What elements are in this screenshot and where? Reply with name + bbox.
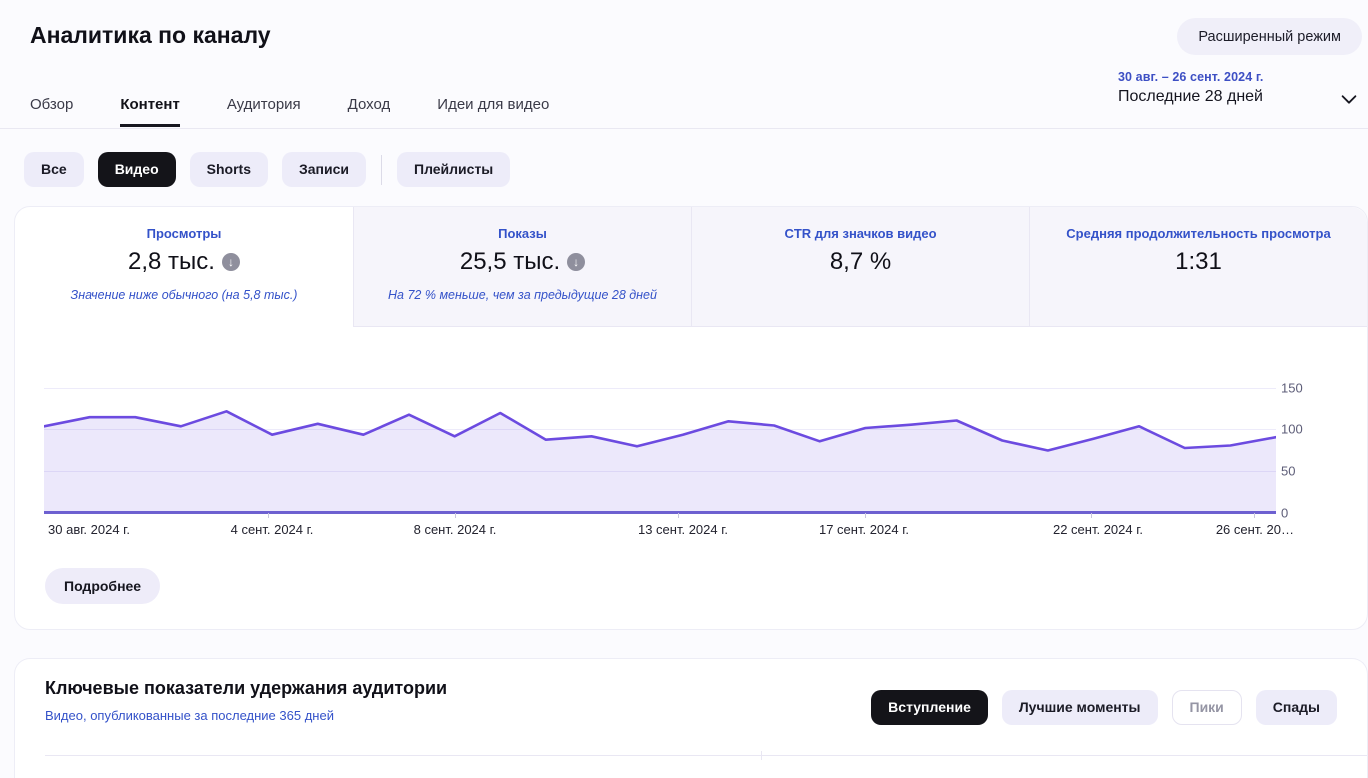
tab-revenue[interactable]: Доход [347,96,391,113]
y-tick-0: 0 [1281,505,1289,521]
x-tick-label: 26 сент. 20… [1215,522,1294,537]
chip-video[interactable]: Видео [97,152,176,187]
retention-title: Ключевые показатели удержания аудитории [45,678,448,698]
metric-card-views[interactable]: Просмотры 2,8 тыс. ↓ Значение ниже обычно… [15,207,353,327]
y-tick-150: 150 [1281,380,1303,396]
segment-dips-button[interactable]: Спады [1255,690,1337,725]
tab-overview[interactable]: Обзор [30,96,74,113]
metric-note: На 72 % меньше, чем за предыдущие 28 дне… [388,288,657,302]
x-tick-label: 17 сент. 2024 г. [818,522,910,537]
analytics-card: Просмотры 2,8 тыс. ↓ Значение ниже обычно… [14,206,1368,630]
y-tick-50: 50 [1281,463,1296,479]
x-tick-mark [455,513,456,518]
x-axis-line [44,511,1276,514]
gridline-100 [44,429,1276,430]
chip-shorts[interactable]: Shorts [189,152,268,187]
metric-label: Средняя продолжительность просмотра [1066,226,1331,241]
tab-audience[interactable]: Аудитория [226,96,301,113]
retention-table-divider [45,755,1367,756]
metric-value: 8,7 % [829,248,892,275]
views-line-chart: 150 100 50 0 [15,341,1367,521]
x-tick-label: 13 сент. 2024 г. [637,522,729,537]
metric-card-impressions[interactable]: Показы 25,5 тыс. ↓ На 72 % меньше, чем за… [353,207,691,327]
metric-value: 1:31 [1175,248,1222,275]
segment-spikes-button[interactable]: Пики [1171,690,1242,725]
retention-table-column-divider [761,751,762,760]
metric-card-ctr[interactable]: CTR для значков видео 8,7 % [691,207,1029,327]
analytics-tabs: Обзор Контент Аудитория Доход Идеи для в… [30,96,549,127]
metric-cards: Просмотры 2,8 тыс. ↓ Значение ниже обычно… [15,207,1367,327]
retention-segment-buttons: Вступление Лучшие моменты Пики Спады [871,690,1337,725]
content-type-filter: Все Видео Shorts Записи Плейлисты [24,152,511,187]
metric-note: Значение ниже обычного (на 5,8 тыс.) [70,288,298,302]
x-tick-label: 4 сент. 2024 г. [230,522,314,537]
chip-live[interactable]: Записи [281,152,366,187]
area-fill [44,411,1276,513]
x-tick-mark [865,513,866,518]
gridline-150 [44,388,1276,389]
retention-subtitle: Видео, опубликованные за последние 365 д… [45,708,334,723]
header-divider [0,128,1368,129]
chart-x-axis: 30 авг. 2024 г. 4 сент. 2024 г. 8 сент. … [15,513,1367,543]
retention-card: Ключевые показатели удержания аудитории … [14,658,1368,778]
down-arrow-circle-icon: ↓ [221,253,240,271]
tab-video-ideas[interactable]: Идеи для видео [437,96,550,113]
metric-label: CTR для значков видео [784,226,937,241]
y-tick-100: 100 [1281,421,1303,437]
x-tick-mark [1254,513,1255,518]
date-range-picker[interactable]: 30 авг. – 26 сент. 2024 г. Последние 28 … [1118,70,1263,106]
segment-top-moments-button[interactable]: Лучшие моменты [1001,690,1158,725]
details-button[interactable]: Подробнее [45,568,161,604]
x-tick-mark [678,513,679,518]
x-tick-mark [268,513,269,518]
date-preset-text: Последние 28 дней [1118,88,1263,105]
x-tick-label: 8 сент. 2024 г. [413,522,497,537]
line-series [44,410,1276,452]
page-title: Аналитика по каналу [30,22,271,48]
metric-value: 2,8 тыс. ↓ [15,248,353,276]
tab-content[interactable]: Контент [120,96,180,127]
date-range-text: 30 авг. – 26 сент. 2024 г. [1118,70,1264,84]
chevron-down-icon[interactable] [1338,88,1360,110]
chip-all[interactable]: Все [24,152,84,187]
metric-label: Показы [498,226,547,241]
chip-group-divider [381,154,382,185]
down-arrow-circle-icon: ↓ [567,253,586,271]
x-tick-mark [1091,513,1092,518]
metric-value: 25,5 тыс. ↓ [354,248,691,276]
advanced-mode-button[interactable]: Расширенный режим [1177,18,1362,55]
chip-playlists[interactable]: Плейлисты [397,152,511,187]
metric-label: Просмотры [146,226,222,241]
segment-intro-button[interactable]: Вступление [871,690,988,725]
gridline-50 [44,471,1276,472]
chart-plot [44,341,1276,513]
metric-card-avg-duration[interactable]: Средняя продолжительность просмотра 1:31 [1029,207,1367,327]
x-tick-label: 30 авг. 2024 г. [48,522,130,537]
x-tick-label: 22 сент. 2024 г. [1052,522,1144,537]
